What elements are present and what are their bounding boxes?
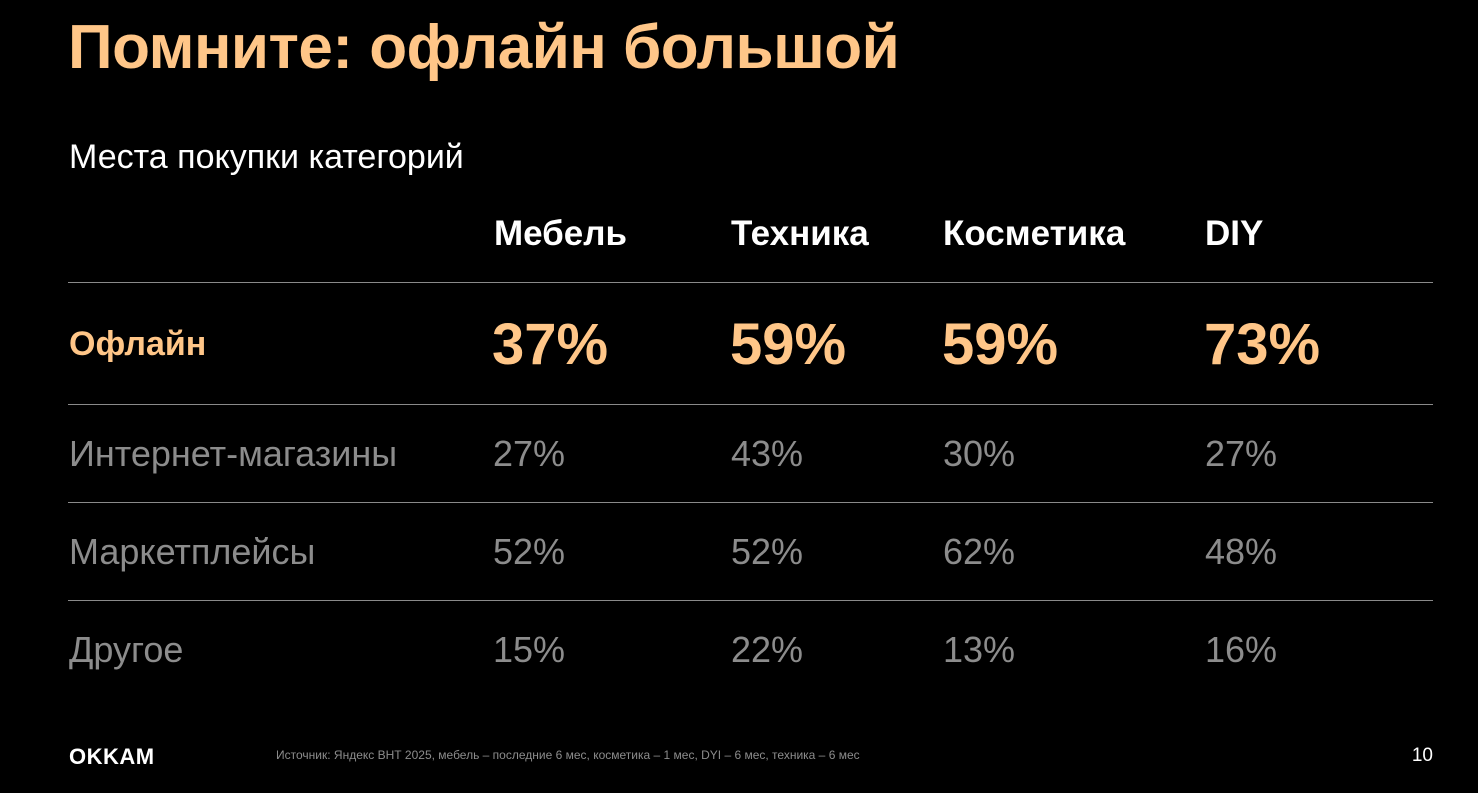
cell-other-furniture: 15%	[493, 629, 566, 670]
cell-offline-diy: 73%	[1204, 312, 1321, 377]
cell-other-diy: 16%	[1205, 629, 1278, 670]
table-divider	[68, 282, 1433, 283]
cell-online-electronics: 43%	[731, 433, 804, 474]
column-header-furniture: Мебель	[494, 214, 627, 253]
table-divider	[68, 600, 1433, 601]
slide-title: Помните: офлайн большой	[68, 13, 900, 82]
cell-online-diy: 27%	[1205, 433, 1278, 474]
table-divider	[68, 502, 1433, 503]
column-header-electronics: Техника	[731, 214, 869, 253]
row-label-online-stores: Интернет-магазины	[69, 433, 398, 474]
cell-marketplaces-electronics: 52%	[731, 531, 804, 572]
cell-marketplaces-cosmetics: 62%	[943, 531, 1016, 572]
row-label-other: Другое	[69, 629, 184, 670]
row-label-marketplaces: Маркетплейсы	[69, 531, 316, 572]
cell-online-cosmetics: 30%	[943, 433, 1016, 474]
table-divider	[68, 404, 1433, 405]
cell-marketplaces-furniture: 52%	[493, 531, 566, 572]
table-caption: Места покупки категорий	[69, 138, 464, 176]
cell-marketplaces-diy: 48%	[1205, 531, 1278, 572]
cell-offline-electronics: 59%	[730, 312, 847, 377]
page-number: 10	[1411, 745, 1433, 766]
cell-other-electronics: 22%	[731, 629, 804, 670]
cell-other-cosmetics: 13%	[943, 629, 1016, 670]
cell-offline-cosmetics: 59%	[942, 312, 1059, 377]
row-label-offline: Офлайн	[69, 325, 207, 363]
cell-online-furniture: 27%	[493, 433, 566, 474]
source-note: Источник: Яндекс ВНТ 2025, мебель – посл…	[276, 748, 860, 762]
column-header-cosmetics: Косметика	[943, 214, 1126, 253]
cell-offline-furniture: 37%	[492, 312, 609, 377]
column-header-diy: DIY	[1205, 214, 1264, 253]
brand-logo: OKKAM	[69, 744, 155, 769]
